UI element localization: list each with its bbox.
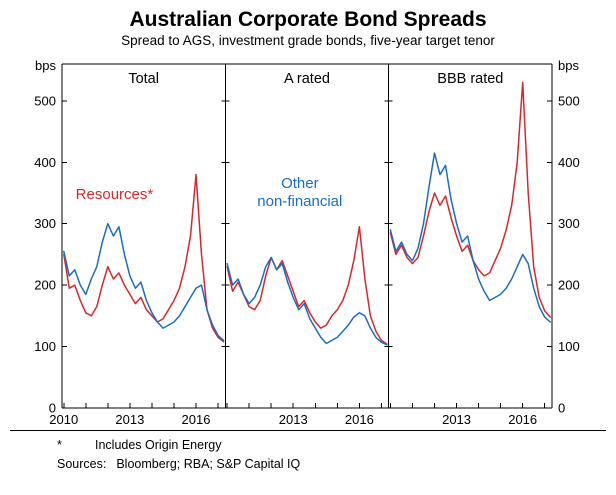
chart-panel-a-rated: A rated 2013 2016 Other non-financial — [226, 71, 388, 427]
series-label-other-non-financial: Other non-financial — [257, 175, 342, 210]
y-tick-label: 300 — [558, 216, 580, 231]
series-line-other-non-financial — [63, 222, 225, 342]
y-tick-label: 100 — [558, 339, 580, 354]
panel-title: Total — [128, 71, 159, 87]
x-tick-label: 2013 — [279, 412, 308, 427]
y-tick-label: 100 — [34, 339, 56, 354]
chart-subtitle: Spread to AGS, investment grade bonds, f… — [121, 33, 495, 48]
x-tick-label: 2013 — [115, 412, 144, 427]
sources-label: Sources: — [57, 456, 107, 471]
y-tick-label: 400 — [558, 155, 580, 170]
chart-panel-bbb-rated: BBB rated 2013 2016 — [389, 71, 551, 427]
y-tick-label: 0 — [558, 401, 565, 416]
chart-panel-total: Total 2010 2013 2016 Resources* — [49, 71, 225, 427]
chart-title: Australian Corporate Bond Spreads — [129, 8, 487, 31]
chart-footnotes: * Includes Origin Energy Sources: Bloomber… — [10, 430, 606, 474]
x-tick-label: 2016 — [508, 412, 537, 427]
x-tick-label: 2013 — [442, 412, 471, 427]
series-line-other-non-financial — [226, 256, 388, 346]
footnote-row: * Includes Origin Energy — [57, 436, 606, 455]
y-axis-unit-left: bps — [35, 58, 56, 73]
panel-frame — [61, 63, 553, 409]
chart-area: 0 0 100 100 200 200 300 300 400 400 500 500 bps bps To… — [0, 50, 616, 430]
series-line-resources — [63, 173, 225, 343]
axis-labels: 0 0 100 100 200 200 300 300 400 400 500 500 bps bps — [34, 58, 579, 416]
y-tick-label: 500 — [558, 93, 580, 108]
x-tick-label: 2016 — [345, 412, 374, 427]
panel-title: BBB rated — [437, 71, 503, 87]
y-tick-label: 500 — [34, 93, 56, 108]
footnote-text: Includes Origin Energy — [95, 438, 222, 452]
chart-page: Australian Corporate Bond Spreads Spread… — [0, 8, 616, 495]
axis-ticks — [62, 100, 552, 348]
sources-row: Sources: Bloomberg; RBA; S&P Capital IQ — [57, 455, 606, 474]
footnote-marker: * — [57, 438, 62, 452]
series-label-resources: Resources* — [76, 186, 154, 203]
y-tick-label: 0 — [49, 401, 56, 416]
x-tick-label: 2016 — [182, 412, 211, 427]
series-line-resources — [389, 81, 551, 318]
y-tick-label: 300 — [34, 216, 56, 231]
sources-text: Bloomberg; RBA; S&P Capital IQ — [116, 456, 301, 471]
y-tick-label: 400 — [34, 155, 56, 170]
y-axis-unit-right: bps — [558, 58, 579, 73]
series-line-resources — [226, 226, 388, 345]
series-line-other-non-financial — [389, 152, 551, 323]
y-tick-label: 200 — [558, 278, 580, 293]
panel-title: A rated — [284, 71, 330, 87]
y-tick-label: 200 — [34, 278, 56, 293]
x-tick-label: 2010 — [49, 412, 78, 427]
